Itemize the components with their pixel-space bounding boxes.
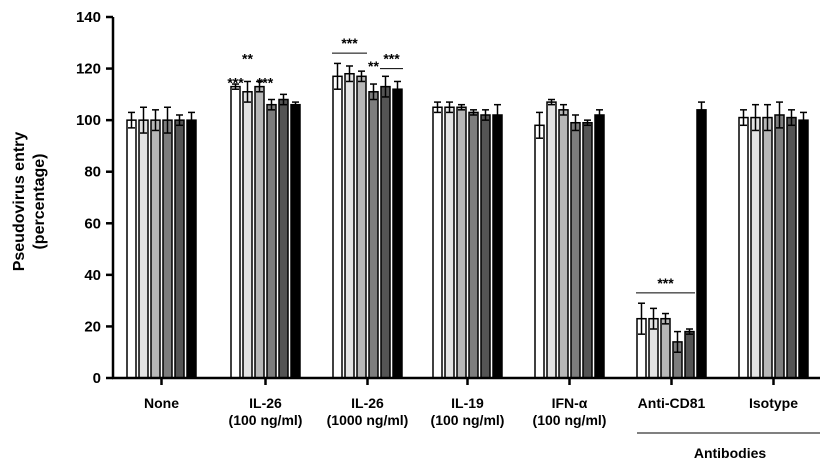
bar	[126, 119, 137, 379]
y-axis-label-line: (percentage)	[31, 153, 48, 249]
bar	[774, 114, 785, 379]
significance-marker: ***	[341, 35, 358, 51]
bar	[344, 72, 355, 379]
significance-marker: ***	[657, 275, 674, 291]
bar	[432, 106, 443, 379]
significance-marker: ***	[383, 50, 400, 66]
bar	[696, 109, 707, 379]
bar	[186, 119, 197, 379]
bar	[162, 119, 173, 379]
bar	[254, 85, 265, 379]
y-tick-label: 20	[84, 318, 101, 335]
bar-series	[126, 62, 809, 379]
category-label: IL-26	[249, 395, 282, 411]
bar	[290, 103, 301, 379]
bar	[266, 103, 277, 379]
significance-marker: **	[368, 58, 379, 74]
bar	[570, 121, 581, 379]
category-label: None	[144, 395, 179, 411]
bar	[242, 91, 253, 379]
y-tick-label: 100	[76, 112, 101, 129]
category-label: (1000 ng/ml)	[327, 412, 409, 428]
bar	[444, 106, 455, 379]
bar	[456, 106, 467, 379]
bar	[660, 317, 671, 379]
bar	[738, 116, 749, 379]
y-axis-label-line: Pseudovirus entry	[11, 132, 28, 272]
bar	[492, 114, 503, 379]
y-axis-label: Pseudovirus entry (percentage)	[11, 132, 48, 272]
bar	[356, 75, 367, 379]
y-tick-label: 140	[76, 9, 101, 26]
category-label: (100 ng/ml)	[533, 412, 607, 428]
group-label: Antibodies	[694, 445, 767, 461]
category-label: (100 ng/ml)	[431, 412, 505, 428]
bar	[138, 119, 149, 379]
bar	[786, 116, 797, 379]
category-label: IFN-α	[552, 395, 588, 411]
x-axis	[112, 376, 820, 385]
category-label: IL-19	[451, 395, 484, 411]
bar	[750, 116, 761, 379]
bar	[762, 116, 773, 379]
bar	[546, 101, 557, 379]
bar	[380, 85, 391, 379]
significance-marker: **	[242, 50, 253, 66]
bar	[230, 85, 241, 379]
y-tick-label: 0	[93, 370, 101, 387]
significance-marker: ***	[227, 75, 244, 91]
y-tick-label: 40	[84, 267, 101, 284]
bar	[332, 75, 343, 379]
bar	[534, 124, 545, 379]
category-label: Anti-CD81	[638, 395, 706, 411]
significance-marker: ***	[257, 75, 274, 91]
y-tick-label: 80	[84, 164, 101, 181]
category-labels: None IL-26(100 ng/ml)IL-26(1000 ng/ml)IL-…	[144, 395, 820, 461]
bar	[392, 88, 403, 379]
bar	[594, 114, 605, 379]
bar	[684, 330, 695, 379]
bar	[480, 114, 491, 379]
y-tick-label: 60	[84, 215, 101, 232]
bar	[582, 121, 593, 379]
y-tick-label: 120	[76, 61, 101, 78]
category-label: Isotype	[749, 395, 798, 411]
category-label: IL-26	[351, 395, 384, 411]
y-axis: 0 20 40 60 80 100 120 140	[76, 9, 115, 387]
bar	[368, 91, 379, 379]
bar	[150, 119, 161, 379]
bar	[174, 119, 185, 379]
category-label: (100 ng/ml)	[229, 412, 303, 428]
bar	[468, 111, 479, 379]
significance-annotations: ***** ******** ******	[227, 35, 695, 294]
bar	[278, 98, 289, 379]
bar	[558, 109, 569, 379]
bar	[798, 119, 809, 379]
